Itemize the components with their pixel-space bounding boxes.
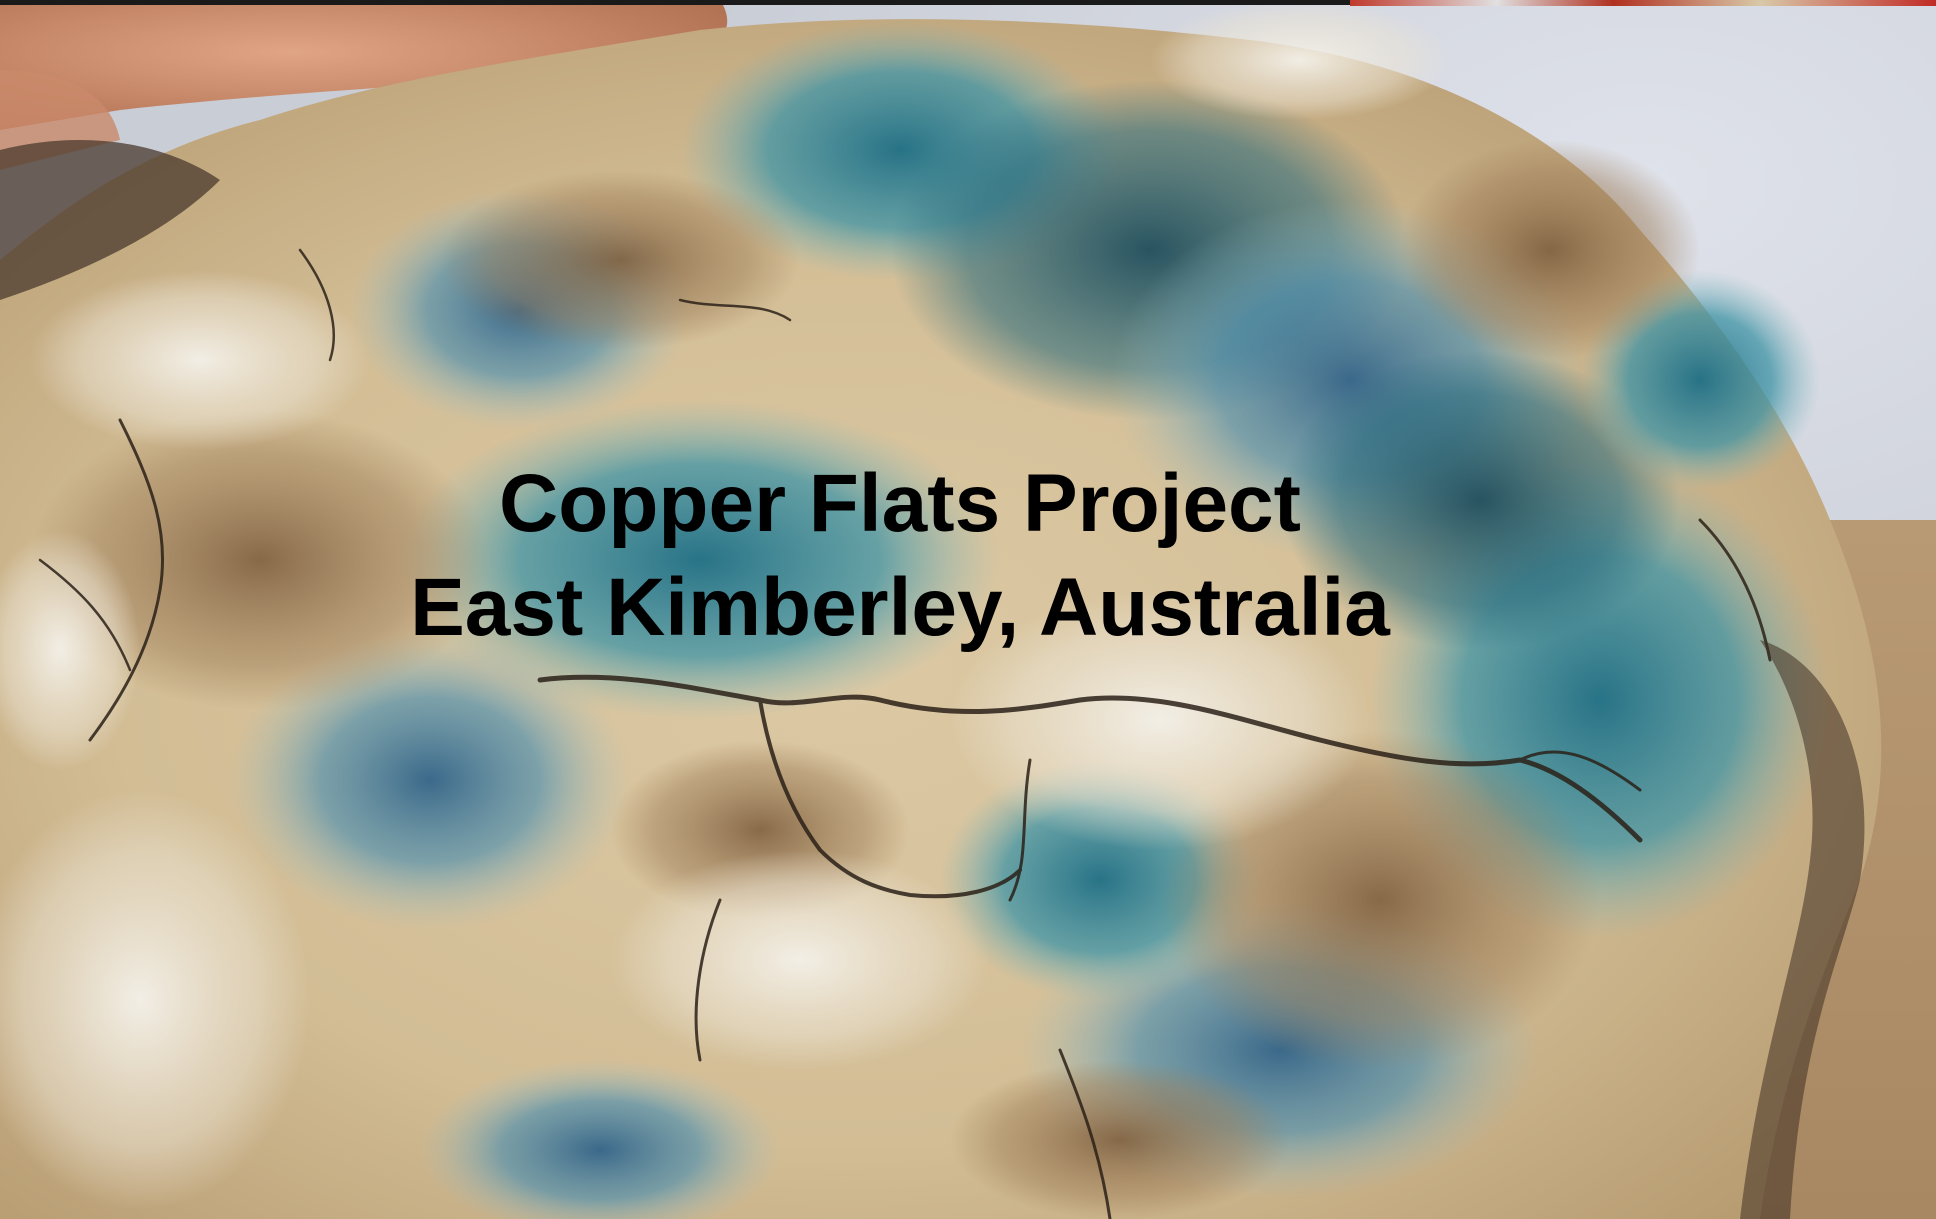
- top-rule: [0, 0, 1936, 5]
- title-line-project: Copper Flats Project: [499, 458, 1301, 549]
- title-line-location: East Kimberley, Australia: [410, 562, 1390, 653]
- header-logo-strip: [1350, 0, 1936, 6]
- slide-title: Copper Flats Project East Kimberley, Aus…: [380, 452, 1420, 660]
